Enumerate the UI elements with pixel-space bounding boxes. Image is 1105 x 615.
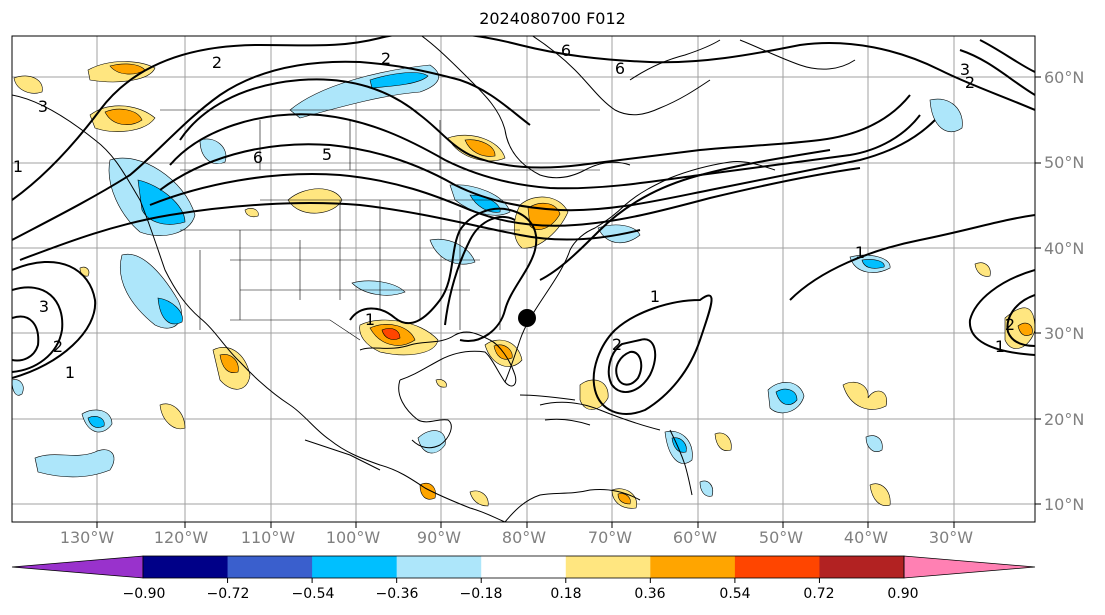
- map-border: [11, 35, 1036, 523]
- anomaly-blue-6: [429, 238, 476, 265]
- coastlines: [12, 36, 856, 522]
- contour-label: 2: [965, 73, 975, 92]
- map-frame-bg: [12, 36, 1035, 522]
- contour-label: 1: [995, 337, 1005, 356]
- colorbar-tick-label: −0.36: [375, 586, 419, 602]
- lon-label-50w: 50°W: [758, 528, 804, 547]
- anomaly-pos-4-core: [464, 139, 496, 157]
- colorbar: [11, 555, 1036, 583]
- contour-label: 6: [615, 59, 625, 78]
- lat-label-60n: 60°N: [1044, 68, 1085, 87]
- contour-label: 2: [53, 337, 63, 356]
- colorbar-tick-label: 0.90: [887, 586, 919, 602]
- lon-label-60w: 60°W: [672, 528, 718, 547]
- lon-label-130w: 130°W: [59, 528, 115, 547]
- map-title: 2024080700 F012: [479, 9, 626, 28]
- anomaly-blue-17: [12, 379, 24, 396]
- anomaly-pos-3: [13, 75, 43, 94]
- colorbar-segment: [396, 556, 482, 578]
- lon-label-120w: 120°W: [153, 528, 209, 547]
- contour-label: 1: [65, 363, 75, 382]
- contour-label: 1: [855, 243, 865, 262]
- anomaly-pos-8-core: [219, 354, 239, 373]
- anomaly-blue-16: [865, 435, 883, 452]
- colorbar-segment: [734, 556, 820, 578]
- colorbar-tick-label: −0.90: [122, 586, 166, 602]
- lon-label-110w: 110°W: [240, 528, 296, 547]
- anomaly-pos-7-red: [381, 328, 401, 340]
- anomaly-pos-22: [435, 379, 447, 388]
- colorbar-extend-low: [11, 555, 144, 579]
- anomaly-blue-2-core: [137, 179, 186, 225]
- colorbar-tick-label: 0.36: [634, 586, 666, 602]
- contour-label: 2: [212, 53, 222, 72]
- contour-label: 2: [381, 49, 391, 68]
- anomaly-pos-2-core: [104, 108, 143, 125]
- contour-label: 2: [612, 335, 622, 354]
- anomaly-pos-14: [159, 403, 186, 430]
- contour-label: 6: [561, 41, 571, 60]
- colorbar-tick-label: 0.18: [550, 586, 582, 602]
- lon-label-70w: 70°W: [587, 528, 633, 547]
- colorbar-tick-label: −0.18: [459, 586, 503, 602]
- contour-label: 3: [38, 97, 48, 116]
- colorbar-tick-label: 0.72: [803, 586, 835, 602]
- contour-label: 6: [253, 148, 263, 167]
- lat-label-30n: 30°N: [1044, 324, 1085, 343]
- anomaly-blue-12-core: [87, 416, 105, 428]
- colorbar-tick-label: −0.72: [206, 586, 250, 602]
- lon-label-90w: 90°W: [416, 528, 462, 547]
- contour-label: 1: [650, 287, 660, 306]
- anomaly-pos-11: [842, 381, 887, 410]
- anomaly-pos-12-core: [1017, 322, 1033, 336]
- lon-label-100w: 100°W: [325, 528, 381, 547]
- anomaly-blue-18: [699, 480, 713, 497]
- anomaly-pos-20: [469, 490, 489, 507]
- colorbar-tick-label: 0.54: [719, 586, 751, 602]
- lat-label-10n: 10°N: [1044, 495, 1085, 514]
- state-borders: [160, 109, 600, 341]
- anomaly-blue-3-core: [157, 297, 183, 325]
- anomaly-blue-1-core: [369, 72, 429, 89]
- storm-marker: [518, 309, 536, 327]
- lat-label-50n: 50°N: [1044, 153, 1085, 172]
- colorbar-segment: [819, 556, 905, 578]
- contours: [12, 36, 1035, 415]
- colorbar-extend-high: [903, 555, 1036, 579]
- anomaly-pos-17: [869, 483, 891, 506]
- anomaly-pos-19: [244, 208, 259, 218]
- colorbar-segment: [227, 556, 313, 578]
- colorbar-segment: [312, 556, 398, 578]
- anomaly-pos-18: [714, 432, 732, 451]
- axis-ticks: [96, 76, 1041, 528]
- anomaly-blue-4: [199, 138, 227, 164]
- colorbar-segment: [143, 556, 229, 578]
- colorbar-outline: [142, 555, 905, 579]
- anomaly-blue-7: [351, 280, 406, 296]
- colorbar-segment: [650, 556, 736, 578]
- contour-label: 3: [39, 297, 49, 316]
- contour-label: 1: [13, 157, 23, 176]
- contour-label: 3: [960, 60, 970, 79]
- lon-label-30w: 30°W: [928, 528, 974, 547]
- anomaly-blue-10-core: [861, 259, 885, 269]
- lat-label-40n: 40°N: [1044, 239, 1085, 258]
- lon-label-80w: 80°W: [501, 528, 547, 547]
- contour-label: 1: [365, 310, 375, 329]
- contour-label: 5: [322, 145, 332, 164]
- anomaly-pos-15-core: [617, 493, 631, 505]
- contour-label: 2: [1005, 315, 1015, 334]
- anomaly-blue-11-core: [775, 388, 798, 405]
- lat-label-20n: 20°N: [1044, 410, 1085, 429]
- colorbar-segment: [481, 556, 567, 578]
- anomaly-pos-13: [974, 262, 991, 277]
- colorbar-tick-label: −0.54: [291, 586, 335, 602]
- lon-label-40w: 40°W: [843, 528, 889, 547]
- anomaly-blue-9: [929, 98, 963, 133]
- anomaly-blue-13: [34, 449, 115, 478]
- colorbar-segment: [565, 556, 651, 578]
